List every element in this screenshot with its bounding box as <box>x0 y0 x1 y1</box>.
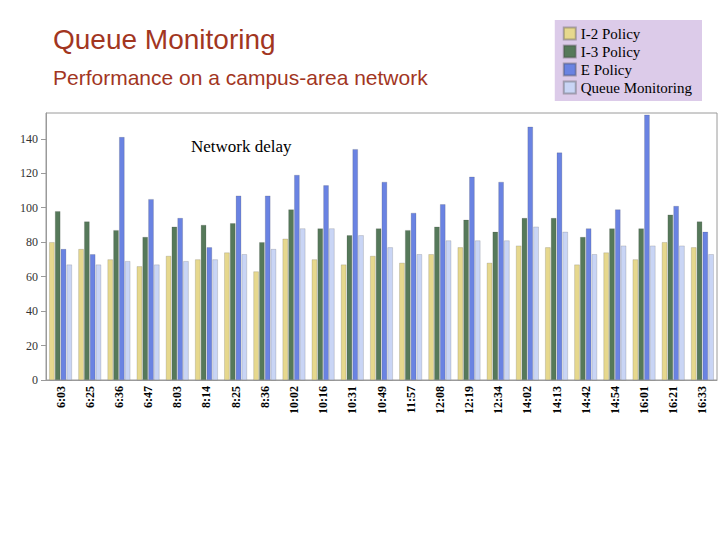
svg-text:12:08: 12:08 <box>433 386 447 414</box>
svg-text:80: 80 <box>26 235 38 249</box>
svg-text:6:36: 6:36 <box>112 386 126 408</box>
svg-text:11:57: 11:57 <box>404 386 418 413</box>
svg-text:16:21: 16:21 <box>666 386 680 414</box>
svg-text:8:25: 8:25 <box>229 386 243 408</box>
svg-text:I-2 Policy: I-2 Policy <box>581 26 641 42</box>
svg-text:14:13: 14:13 <box>550 386 564 414</box>
svg-text:Performance on a campus-area n: Performance on a campus-area network <box>53 66 428 89</box>
svg-text:I-3 Policy: I-3 Policy <box>581 44 641 60</box>
svg-text:14:54: 14:54 <box>608 386 622 414</box>
svg-text:6:03: 6:03 <box>54 386 68 408</box>
svg-text:100: 100 <box>20 201 38 215</box>
svg-text:14:02: 14:02 <box>520 386 534 414</box>
svg-text:0: 0 <box>32 373 38 387</box>
svg-text:40: 40 <box>26 304 38 318</box>
svg-text:Queue Monitoring: Queue Monitoring <box>53 24 276 55</box>
svg-text:Queue Monitoring: Queue Monitoring <box>581 80 693 96</box>
svg-text:14:42: 14:42 <box>579 386 593 414</box>
svg-text:6:25: 6:25 <box>83 386 97 408</box>
svg-text:12:19: 12:19 <box>462 386 476 414</box>
svg-text:6:47: 6:47 <box>141 386 155 408</box>
svg-text:16:33: 16:33 <box>695 386 709 414</box>
svg-text:8:36: 8:36 <box>258 386 272 408</box>
svg-text:8:14: 8:14 <box>199 386 213 408</box>
svg-text:120: 120 <box>20 166 38 180</box>
svg-text:10:02: 10:02 <box>287 386 301 414</box>
svg-text:60: 60 <box>26 270 38 284</box>
svg-text:20: 20 <box>26 339 38 353</box>
svg-text:10:49: 10:49 <box>375 386 389 414</box>
svg-text:10:31: 10:31 <box>345 386 359 414</box>
svg-text:E Policy: E Policy <box>581 62 633 78</box>
svg-text:140: 140 <box>20 132 38 146</box>
svg-text:Network delay: Network delay <box>191 137 292 156</box>
svg-text:10:16: 10:16 <box>316 386 330 414</box>
svg-text:8:03: 8:03 <box>170 386 184 408</box>
svg-text:16:01: 16:01 <box>637 386 651 414</box>
svg-text:12:34: 12:34 <box>491 386 505 414</box>
